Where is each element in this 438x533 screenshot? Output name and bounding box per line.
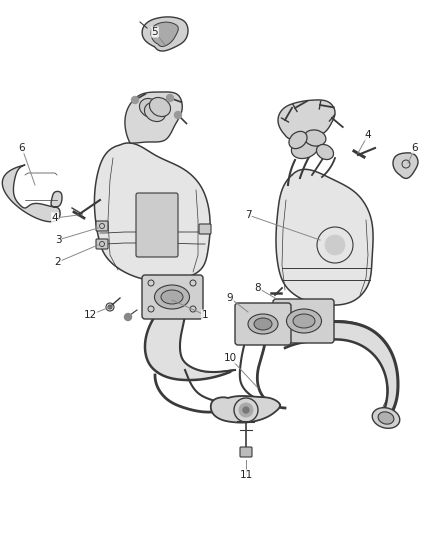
- Polygon shape: [95, 143, 210, 281]
- Text: 5: 5: [152, 27, 158, 37]
- Circle shape: [239, 403, 253, 417]
- Ellipse shape: [304, 130, 326, 146]
- Circle shape: [124, 313, 131, 320]
- Ellipse shape: [149, 98, 170, 117]
- Polygon shape: [151, 22, 178, 46]
- Circle shape: [131, 96, 138, 103]
- Ellipse shape: [317, 144, 334, 159]
- Ellipse shape: [378, 412, 394, 424]
- Polygon shape: [393, 153, 418, 179]
- Text: 9: 9: [227, 293, 233, 303]
- FancyBboxPatch shape: [235, 303, 291, 345]
- Ellipse shape: [291, 138, 318, 158]
- Polygon shape: [276, 169, 373, 305]
- Polygon shape: [285, 320, 398, 421]
- FancyBboxPatch shape: [240, 447, 252, 457]
- Ellipse shape: [145, 102, 166, 122]
- FancyBboxPatch shape: [136, 193, 178, 257]
- Circle shape: [243, 407, 249, 413]
- FancyBboxPatch shape: [96, 239, 108, 249]
- Polygon shape: [145, 316, 236, 380]
- Polygon shape: [142, 17, 188, 51]
- Ellipse shape: [254, 318, 272, 330]
- FancyBboxPatch shape: [142, 275, 203, 319]
- Text: 2: 2: [55, 257, 61, 267]
- Ellipse shape: [293, 314, 315, 328]
- Text: 1: 1: [201, 310, 208, 320]
- Circle shape: [166, 94, 173, 101]
- Circle shape: [174, 111, 181, 118]
- Circle shape: [325, 235, 345, 255]
- Ellipse shape: [161, 290, 183, 304]
- Text: 4: 4: [365, 130, 371, 140]
- Text: 6: 6: [19, 143, 25, 153]
- Circle shape: [108, 305, 112, 309]
- Text: 8: 8: [254, 283, 261, 293]
- Text: 4: 4: [52, 213, 58, 223]
- Polygon shape: [2, 165, 62, 222]
- Ellipse shape: [372, 408, 400, 429]
- Ellipse shape: [248, 314, 278, 334]
- FancyBboxPatch shape: [273, 299, 334, 343]
- Text: 12: 12: [83, 310, 97, 320]
- Ellipse shape: [139, 99, 161, 118]
- Text: 3: 3: [55, 235, 61, 245]
- Text: 6: 6: [412, 143, 418, 153]
- Text: 10: 10: [223, 353, 237, 363]
- FancyBboxPatch shape: [199, 224, 211, 234]
- Ellipse shape: [289, 131, 307, 149]
- Ellipse shape: [155, 285, 190, 309]
- Polygon shape: [278, 100, 335, 140]
- FancyBboxPatch shape: [96, 221, 108, 231]
- Ellipse shape: [286, 309, 321, 333]
- Text: 7: 7: [245, 210, 251, 220]
- Polygon shape: [125, 92, 182, 143]
- Polygon shape: [211, 396, 280, 423]
- Text: 11: 11: [240, 470, 253, 480]
